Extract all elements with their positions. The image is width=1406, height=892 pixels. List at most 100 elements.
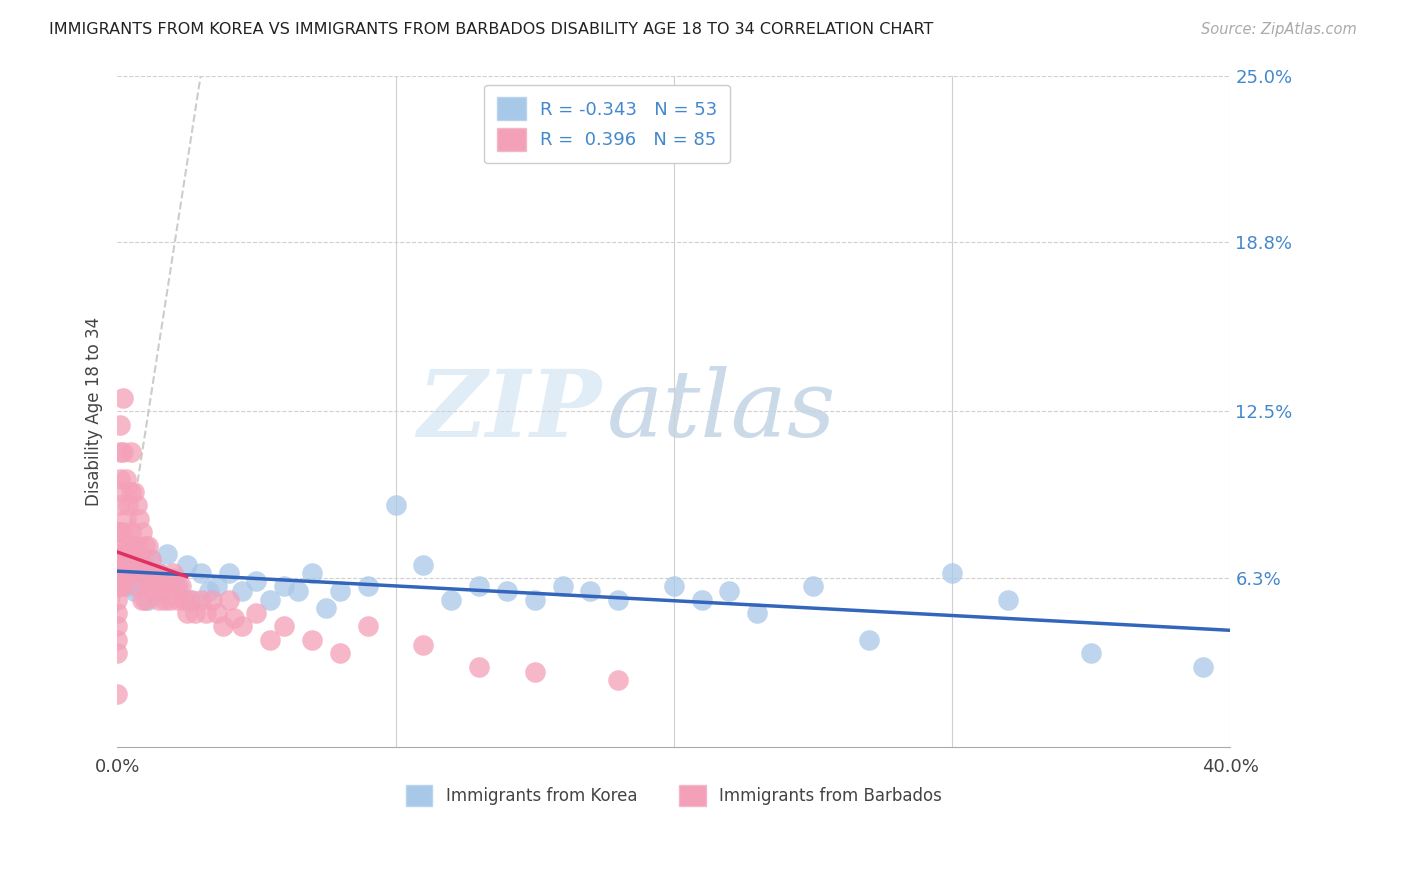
- Point: [136, 579, 159, 593]
- Point: [131, 525, 153, 540]
- Point: [125, 499, 148, 513]
- Point: [156, 579, 179, 593]
- Point: [128, 566, 150, 580]
- Point: [139, 552, 162, 566]
- Point: [607, 673, 630, 688]
- Point: [412, 638, 434, 652]
- Point: [114, 539, 136, 553]
- Point: [131, 592, 153, 607]
- Point: [105, 525, 128, 540]
- Point: [150, 584, 173, 599]
- Point: [125, 579, 148, 593]
- Point: [139, 579, 162, 593]
- Point: [301, 566, 323, 580]
- Point: [105, 592, 128, 607]
- Point: [858, 632, 880, 647]
- Point: [114, 558, 136, 572]
- Point: [120, 525, 142, 540]
- Point: [170, 579, 193, 593]
- Point: [148, 566, 170, 580]
- Point: [259, 592, 281, 607]
- Point: [222, 611, 245, 625]
- Point: [357, 619, 380, 633]
- Point: [167, 579, 190, 593]
- Point: [125, 539, 148, 553]
- Point: [105, 606, 128, 620]
- Point: [105, 579, 128, 593]
- Point: [245, 574, 267, 588]
- Point: [108, 417, 131, 432]
- Point: [111, 525, 134, 540]
- Point: [181, 592, 204, 607]
- Point: [162, 571, 184, 585]
- Point: [108, 525, 131, 540]
- Point: [145, 579, 167, 593]
- Point: [111, 391, 134, 405]
- Point: [315, 600, 337, 615]
- Point: [108, 472, 131, 486]
- Point: [495, 584, 517, 599]
- Point: [718, 584, 741, 599]
- Point: [801, 579, 824, 593]
- Point: [259, 632, 281, 647]
- Point: [111, 552, 134, 566]
- Point: [142, 566, 165, 580]
- Point: [551, 579, 574, 593]
- Point: [1080, 646, 1102, 660]
- Point: [179, 592, 201, 607]
- Point: [117, 539, 139, 553]
- Point: [159, 592, 181, 607]
- Point: [108, 444, 131, 458]
- Point: [690, 592, 713, 607]
- Text: Source: ZipAtlas.com: Source: ZipAtlas.com: [1201, 22, 1357, 37]
- Point: [173, 592, 195, 607]
- Point: [105, 566, 128, 580]
- Point: [176, 606, 198, 620]
- Point: [662, 579, 685, 593]
- Point: [150, 579, 173, 593]
- Point: [201, 592, 224, 607]
- Point: [105, 687, 128, 701]
- Point: [105, 632, 128, 647]
- Point: [134, 539, 156, 553]
- Point: [207, 579, 229, 593]
- Point: [997, 592, 1019, 607]
- Point: [167, 592, 190, 607]
- Point: [198, 584, 221, 599]
- Point: [523, 665, 546, 679]
- Point: [195, 606, 218, 620]
- Point: [176, 558, 198, 572]
- Point: [120, 566, 142, 580]
- Point: [134, 592, 156, 607]
- Legend: Immigrants from Korea, Immigrants from Barbados: Immigrants from Korea, Immigrants from B…: [399, 778, 949, 813]
- Point: [114, 512, 136, 526]
- Point: [1191, 659, 1213, 673]
- Point: [136, 539, 159, 553]
- Point: [231, 619, 253, 633]
- Point: [114, 472, 136, 486]
- Point: [117, 579, 139, 593]
- Text: atlas: atlas: [607, 367, 837, 457]
- Point: [120, 444, 142, 458]
- Point: [273, 579, 295, 593]
- Point: [301, 632, 323, 647]
- Point: [131, 558, 153, 572]
- Point: [218, 592, 240, 607]
- Point: [607, 592, 630, 607]
- Point: [190, 592, 212, 607]
- Point: [412, 558, 434, 572]
- Point: [114, 566, 136, 580]
- Point: [120, 539, 142, 553]
- Point: [273, 619, 295, 633]
- Point: [329, 584, 352, 599]
- Y-axis label: Disability Age 18 to 34: Disability Age 18 to 34: [86, 317, 103, 506]
- Point: [131, 574, 153, 588]
- Point: [117, 499, 139, 513]
- Point: [111, 485, 134, 500]
- Point: [108, 499, 131, 513]
- Point: [105, 547, 128, 561]
- Point: [523, 592, 546, 607]
- Text: ZIP: ZIP: [418, 367, 602, 457]
- Point: [134, 558, 156, 572]
- Point: [207, 606, 229, 620]
